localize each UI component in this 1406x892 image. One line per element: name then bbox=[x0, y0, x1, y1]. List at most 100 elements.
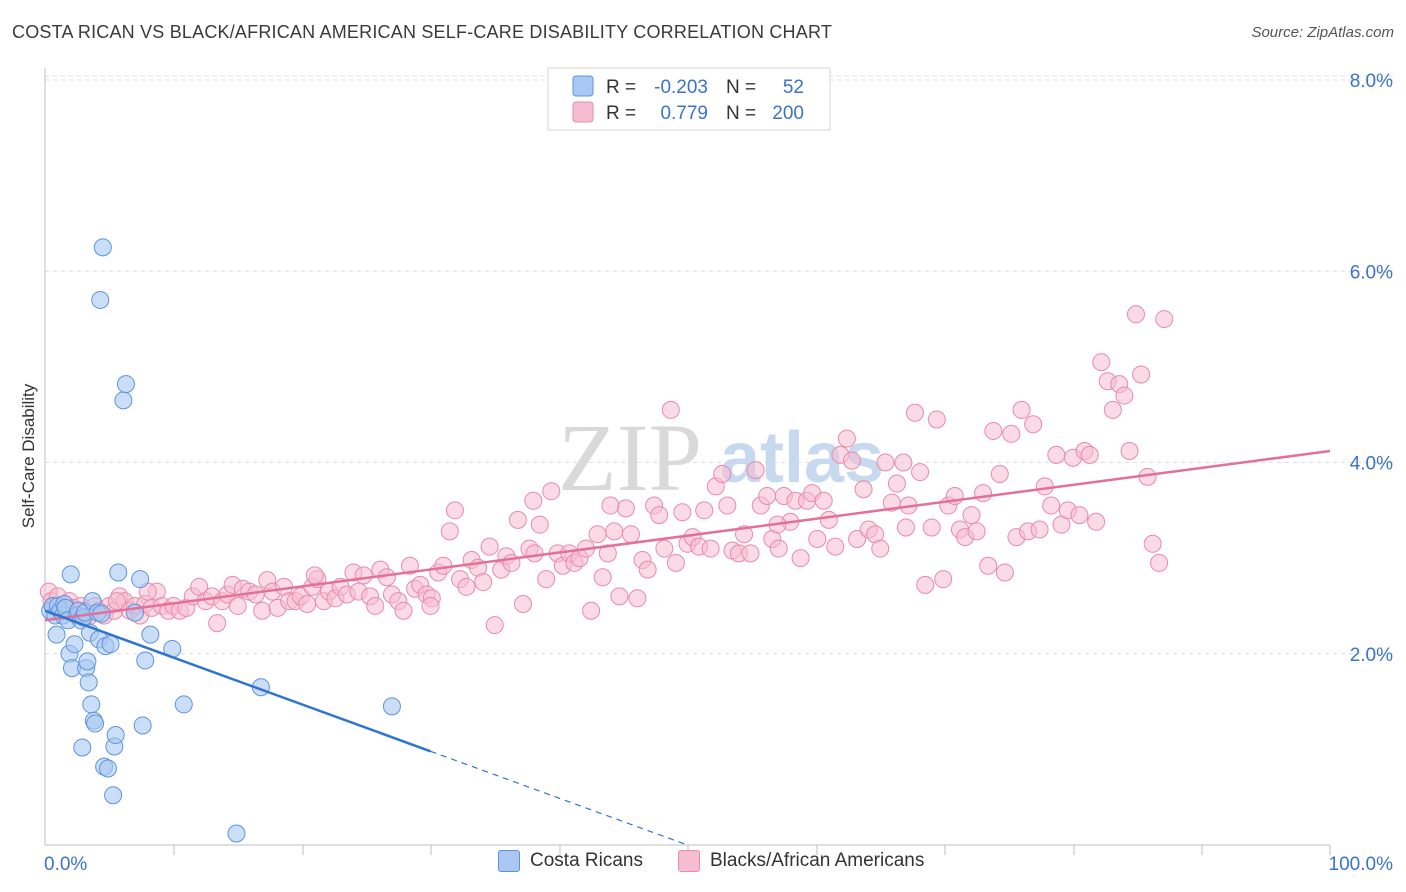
pink-point bbox=[695, 501, 714, 520]
pink-point bbox=[1070, 506, 1089, 525]
pink-point bbox=[854, 480, 873, 499]
pink-point bbox=[814, 491, 833, 510]
pink-point bbox=[530, 515, 549, 534]
pink-point bbox=[485, 616, 504, 635]
blue-point bbox=[227, 824, 246, 843]
pink-point bbox=[616, 499, 635, 518]
pink-point bbox=[514, 595, 533, 614]
pink-point bbox=[990, 464, 1009, 483]
y-axis-label: Self-Care Disability bbox=[19, 383, 38, 528]
pink-point bbox=[1024, 415, 1043, 434]
legend-label-costa-ricans: Costa Ricans bbox=[530, 850, 643, 871]
x-tick-label-max: 100.0% bbox=[1329, 854, 1394, 875]
legend-n-value: 200 bbox=[772, 103, 804, 124]
pink-point bbox=[916, 575, 935, 594]
pink-point bbox=[1132, 365, 1151, 384]
x-tick-label-min: 0.0% bbox=[44, 854, 87, 875]
pink-point bbox=[1143, 534, 1162, 553]
blue-series-points bbox=[41, 238, 401, 843]
pink-point bbox=[927, 410, 946, 429]
legend-swatch-pink bbox=[678, 850, 700, 872]
legend-swatch-blue bbox=[498, 850, 520, 872]
y-tick-label: 6.0% bbox=[1350, 262, 1393, 283]
blue-point bbox=[91, 290, 110, 309]
pink-point bbox=[974, 484, 993, 503]
pink-point bbox=[474, 573, 493, 592]
pink-point bbox=[1120, 442, 1139, 461]
pink-point bbox=[887, 474, 906, 493]
pink-point bbox=[701, 539, 720, 558]
pink-point bbox=[1092, 353, 1111, 372]
pink-point bbox=[394, 601, 413, 620]
pink-point bbox=[922, 518, 941, 537]
blue-point bbox=[109, 563, 128, 582]
blue-point bbox=[141, 625, 160, 644]
pink-point bbox=[995, 563, 1014, 582]
pink-point bbox=[819, 510, 838, 529]
pink-point bbox=[661, 400, 680, 419]
pink-point bbox=[842, 451, 861, 470]
pink-point bbox=[107, 592, 126, 611]
pink-point bbox=[1155, 310, 1174, 329]
pink-point bbox=[718, 496, 737, 515]
pink-point bbox=[542, 482, 561, 501]
pink-point bbox=[582, 601, 601, 620]
watermark-zip: ZIP bbox=[558, 404, 702, 511]
pink-point bbox=[666, 553, 685, 572]
legend-r-label: R = bbox=[606, 77, 636, 98]
pink-point bbox=[911, 463, 930, 482]
pink-point bbox=[713, 464, 732, 483]
blue-point bbox=[98, 759, 117, 778]
pink-point bbox=[628, 589, 647, 608]
blue-point bbox=[133, 716, 152, 735]
pink-point bbox=[896, 518, 915, 537]
pink-point bbox=[1115, 386, 1134, 405]
blue-point bbox=[174, 695, 193, 714]
y-tick-label: 8.0% bbox=[1350, 71, 1393, 92]
blue-point bbox=[65, 635, 84, 654]
pink-point bbox=[621, 525, 640, 544]
pink-point bbox=[758, 486, 777, 505]
pink-point bbox=[1103, 400, 1122, 419]
blue-point bbox=[93, 238, 112, 257]
chart-title: COSTA RICAN VS BLACK/AFRICAN AMERICAN SE… bbox=[12, 22, 833, 42]
tick-labels: 2.0% 4.0% 6.0% 8.0% 0.0% 100.0% bbox=[44, 71, 1393, 875]
pink-point bbox=[638, 560, 657, 579]
pink-point bbox=[769, 539, 788, 558]
legend-box-frame bbox=[547, 67, 831, 131]
pink-point bbox=[524, 491, 543, 510]
legend-n-label: N = bbox=[726, 77, 756, 98]
pink-point bbox=[1002, 424, 1021, 443]
pink-point bbox=[421, 596, 440, 615]
legend-label-blacks: Blacks/African Americans bbox=[710, 850, 925, 871]
blue-point bbox=[47, 625, 66, 644]
pink-point bbox=[588, 525, 607, 544]
blue-point bbox=[73, 738, 92, 757]
pink-point bbox=[601, 496, 620, 515]
pink-point bbox=[741, 544, 760, 563]
pink-point bbox=[905, 403, 924, 422]
pink-point bbox=[1012, 400, 1031, 419]
blue-point bbox=[79, 673, 98, 692]
blue-point bbox=[61, 565, 80, 584]
legend-item-blacks: Blacks/African Americans bbox=[678, 850, 924, 872]
pink-point bbox=[298, 595, 317, 614]
legend-r-value: -0.203 bbox=[654, 77, 708, 98]
pink-point bbox=[826, 537, 845, 556]
pink-point bbox=[650, 506, 669, 525]
pink-point bbox=[967, 522, 986, 541]
pink-series-points bbox=[39, 305, 1174, 635]
legend-r-value: 0.779 bbox=[660, 103, 708, 124]
legend-box-swatch-pink bbox=[572, 101, 594, 123]
axes bbox=[44, 68, 1331, 855]
pink-point bbox=[979, 556, 998, 575]
grid-lines bbox=[45, 75, 1395, 655]
pink-point bbox=[400, 556, 419, 575]
blue-point bbox=[116, 375, 135, 394]
pink-point bbox=[1035, 477, 1054, 496]
blue-point bbox=[78, 652, 97, 671]
pink-point bbox=[808, 530, 827, 548]
pink-point bbox=[934, 570, 953, 589]
legend-item-costa-ricans: Costa Ricans bbox=[498, 850, 643, 872]
